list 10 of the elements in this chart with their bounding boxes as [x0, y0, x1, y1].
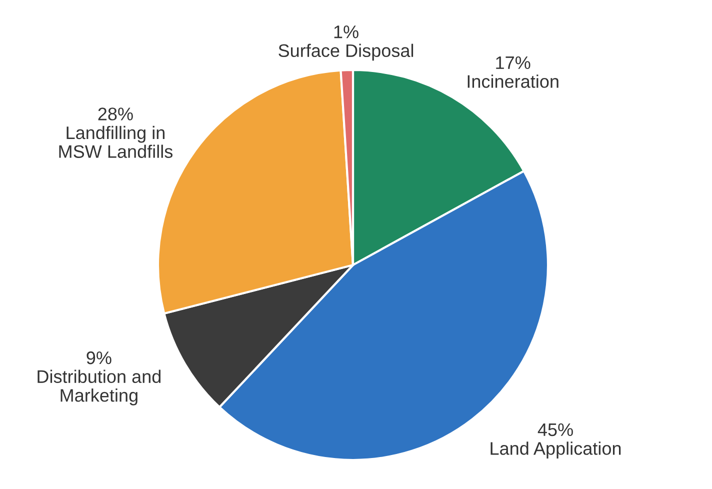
slice-label: Surface Disposal	[278, 44, 414, 61]
data-label: 1%	[334, 26, 358, 38]
slice-label: Distribution and Marketing	[38, 370, 160, 406]
data-label: 45%	[538, 423, 573, 436]
slice-label: Landfilling in MSW Landfills	[59, 126, 173, 158]
data-label: 9%	[86, 351, 112, 364]
data-label: 28%	[98, 108, 133, 120]
slice-label: Land Application	[490, 442, 621, 458]
slice-label: Incineration	[468, 74, 558, 88]
data-label: 17%	[496, 56, 530, 70]
